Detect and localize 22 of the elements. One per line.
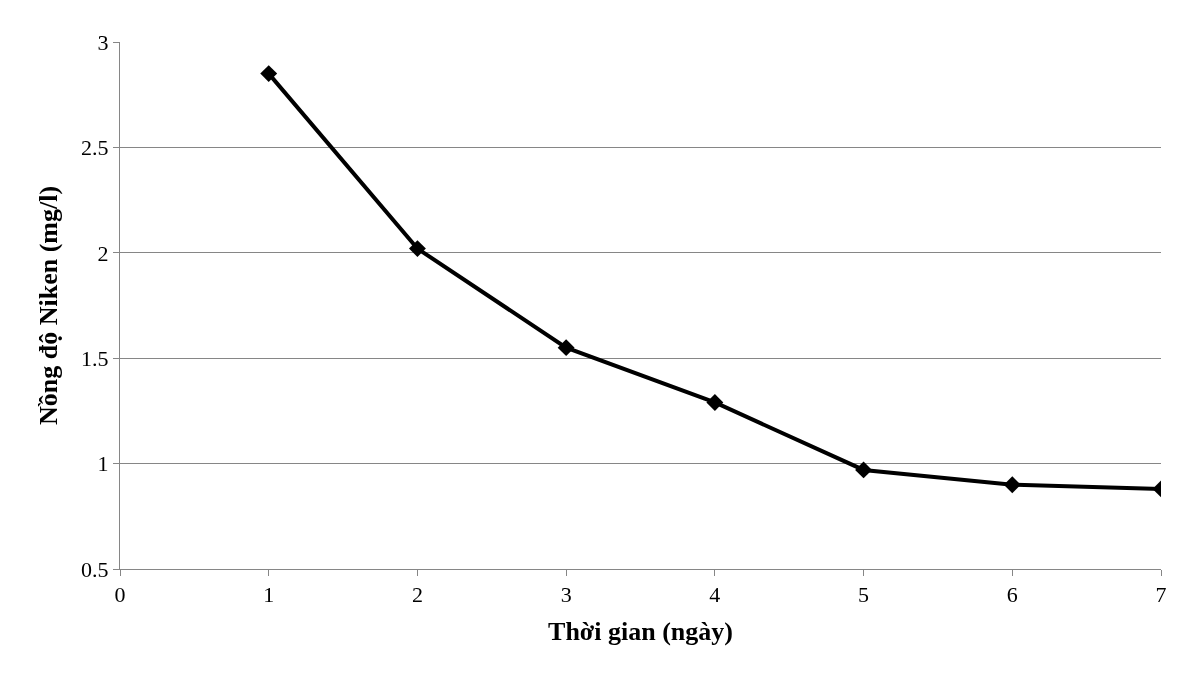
point bbox=[706, 394, 724, 411]
x-tick-label: 3 bbox=[560, 582, 572, 608]
x-tick-label: 6 bbox=[1006, 582, 1018, 608]
y-tick-label: 2.5 bbox=[81, 135, 109, 161]
y-tick-label: 3 bbox=[97, 29, 109, 55]
point bbox=[260, 65, 278, 83]
x-tick-label: 1 bbox=[263, 582, 275, 608]
x-tick-label: 5 bbox=[858, 582, 870, 608]
point bbox=[408, 240, 426, 258]
x-tick-label: 4 bbox=[709, 582, 721, 608]
x-tick-label: 2 bbox=[411, 582, 423, 608]
y-tick-label: 1 bbox=[97, 451, 109, 477]
point bbox=[557, 339, 575, 357]
point bbox=[1003, 476, 1021, 494]
x-axis-title: Thời gian (ngày) bbox=[548, 617, 733, 647]
x-tick-label: 7 bbox=[1155, 582, 1167, 608]
y-tick-label: 0.5 bbox=[81, 556, 109, 582]
y-tick-label: 2 bbox=[97, 240, 109, 266]
y-axis-title: Nồng độ Niken (mg/l) bbox=[34, 185, 64, 426]
x-tick-label: 0 bbox=[114, 582, 126, 608]
y-tick-label: 1.5 bbox=[81, 345, 109, 371]
point bbox=[855, 461, 873, 479]
